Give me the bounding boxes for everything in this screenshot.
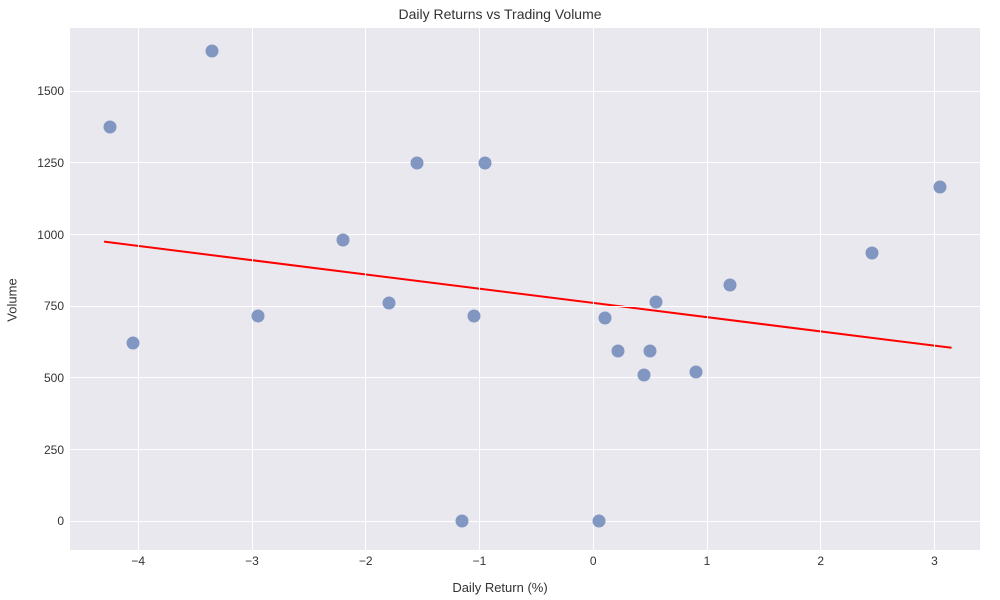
x-grid-line	[593, 28, 594, 550]
x-tick-label: −3	[245, 550, 259, 568]
trend-line	[104, 242, 951, 348]
y-grid-line	[70, 91, 980, 92]
scatter-point	[456, 515, 469, 528]
scatter-chart: Daily Returns vs Trading Volume Volume D…	[0, 0, 1000, 600]
y-tick-label: 1500	[37, 84, 70, 98]
y-tick-label: 1000	[37, 228, 70, 242]
scatter-point	[467, 310, 480, 323]
y-tick-label: 500	[44, 371, 70, 385]
scatter-point	[723, 278, 736, 291]
y-grid-line	[70, 377, 980, 378]
x-grid-line	[934, 28, 935, 550]
y-axis-label: Volume	[5, 278, 20, 321]
y-tick-label: 250	[44, 443, 70, 457]
scatter-point	[382, 297, 395, 310]
y-tick-label: 1250	[37, 156, 70, 170]
scatter-point	[103, 120, 116, 133]
x-tick-label: −4	[131, 550, 145, 568]
x-grid-line	[365, 28, 366, 550]
plot-area: −4−3−2−101230250500750100012501500	[70, 28, 980, 550]
x-grid-line	[479, 28, 480, 550]
y-tick-label: 0	[57, 514, 70, 528]
scatter-point	[479, 156, 492, 169]
x-tick-label: −2	[359, 550, 373, 568]
x-grid-line	[252, 28, 253, 550]
x-tick-label: 1	[704, 550, 711, 568]
scatter-point	[337, 234, 350, 247]
x-grid-line	[138, 28, 139, 550]
chart-title: Daily Returns vs Trading Volume	[0, 6, 1000, 22]
scatter-point	[644, 344, 657, 357]
x-grid-line	[707, 28, 708, 550]
x-tick-label: 3	[931, 550, 938, 568]
x-tick-label: 0	[590, 550, 597, 568]
y-grid-line	[70, 306, 980, 307]
y-grid-line	[70, 162, 980, 163]
x-grid-line	[820, 28, 821, 550]
scatter-point	[689, 366, 702, 379]
x-tick-label: −1	[473, 550, 487, 568]
scatter-point	[126, 337, 139, 350]
scatter-point	[251, 310, 264, 323]
scatter-point	[612, 344, 625, 357]
y-grid-line	[70, 521, 980, 522]
scatter-point	[865, 247, 878, 260]
scatter-point	[598, 311, 611, 324]
y-tick-label: 750	[44, 299, 70, 313]
scatter-point	[592, 515, 605, 528]
scatter-point	[206, 44, 219, 57]
x-tick-label: 2	[817, 550, 824, 568]
trend-line-layer	[70, 28, 980, 550]
scatter-point	[649, 295, 662, 308]
x-axis-label: Daily Return (%)	[0, 580, 1000, 595]
y-grid-line	[70, 449, 980, 450]
scatter-point	[934, 181, 947, 194]
scatter-point	[410, 156, 423, 169]
scatter-point	[638, 369, 651, 382]
y-grid-line	[70, 234, 980, 235]
